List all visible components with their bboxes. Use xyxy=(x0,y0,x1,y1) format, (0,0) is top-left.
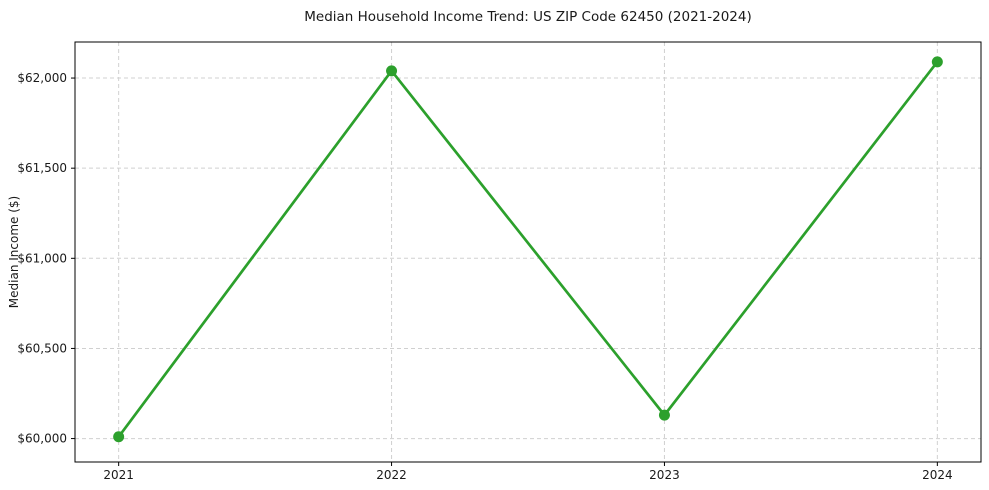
y-tick-label: $60,000 xyxy=(17,432,67,446)
x-tick-label: 2021 xyxy=(103,468,134,482)
y-tick-label: $60,500 xyxy=(17,341,67,355)
data-point-marker xyxy=(113,431,125,443)
data-point-marker xyxy=(931,56,943,68)
data-point-markers xyxy=(113,56,943,443)
x-tick-label: 2024 xyxy=(922,468,953,482)
chart-title: Median Household Income Trend: US ZIP Co… xyxy=(304,9,752,25)
gridlines xyxy=(75,42,981,462)
y-tick-label: $61,000 xyxy=(17,251,67,265)
data-point-marker xyxy=(386,65,398,77)
x-tick-label: 2022 xyxy=(376,468,407,482)
y-axis-label: Median Income ($) xyxy=(7,196,21,308)
plot-border xyxy=(74,41,982,463)
data-point-marker xyxy=(658,409,670,421)
y-tick-label: $62,000 xyxy=(17,71,67,85)
axis-tick-marks xyxy=(71,77,938,466)
y-tick-labels: $60,000 $60,500 $61,000 $61,500 $62,000 xyxy=(17,71,67,446)
x-tick-labels: 2021 2022 2023 2024 xyxy=(103,468,952,482)
income-trend-line xyxy=(117,60,939,439)
y-tick-label: $61,500 xyxy=(17,161,67,175)
x-tick-label: 2023 xyxy=(649,468,680,482)
